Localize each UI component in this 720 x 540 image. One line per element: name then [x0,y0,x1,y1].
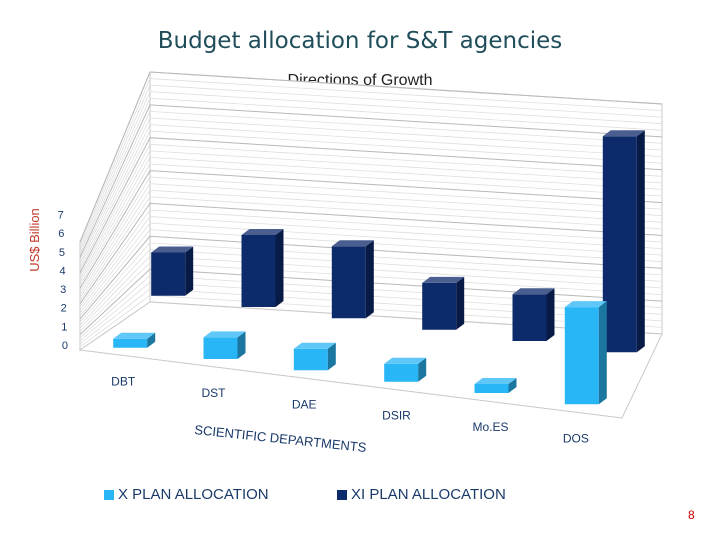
x-tick-label: DAE [292,397,317,411]
gridline-minor [79,209,663,308]
gridline-minor [79,189,663,298]
bar-xi-plan-dbt-top [151,246,194,253]
gridline-minor [79,124,663,267]
y-axis-label: US$ Billion [27,208,42,272]
x-tick-label: DSIR [382,409,411,423]
bar-xi-plan-dsir-side [456,276,465,330]
bar-xi-plan-dst-front [241,235,276,307]
gridline-major [79,268,663,335]
x-tick-label: DBT [111,375,136,389]
gridline-minor [79,150,663,280]
bar-x-plan-dst-side [237,331,246,359]
gridline-minor [79,97,663,255]
y-tick-label: 3 [60,284,66,296]
gridline-minor [79,130,663,270]
gridline-minor [79,156,663,283]
bar-x-plan-moes-front [474,384,509,393]
gridline-minor [79,78,663,246]
legend-swatch-xi-plan [337,489,347,500]
bar-x-plan-dae-front [293,348,328,371]
legend-label-x-plan: X PLAN ALLOCATION [118,486,269,503]
bar-x-plan-dbt-side [147,332,156,348]
bar-xi-plan-dbt-front [151,252,186,296]
bar-x-plan-dos-top [564,301,607,308]
bar-x-plan-dbt-top [113,332,156,339]
gridline-minor [79,117,663,264]
gridline-major [79,170,663,289]
y-tick-label: 6 [58,228,64,240]
gridline-minor [79,229,663,317]
gridline-minor [79,196,663,301]
legend-item-x-plan: X PLAN ALLOCATION [104,486,269,503]
bar-xi-plan-moes-front [512,294,547,341]
bar-xi-plan-moes-top [512,288,555,295]
bar-xi-plan-dae-front [331,246,366,319]
bar-xi-plan-dos-top [602,130,645,137]
bar-x-plan-dos-side [598,301,607,405]
bar-xi-plan-dae-side [365,240,374,319]
gridline-minor [79,288,663,345]
y-tick-label: 5 [59,247,65,259]
bar-xi-plan-dst-side [275,229,284,307]
page-number: 8 [688,508,695,522]
y-tick-label: 0 [62,340,68,352]
gridline-minor [79,176,663,292]
bar-xi-plan-dsir-front [422,282,457,330]
bar-xi-plan-dae-top [331,240,374,247]
gridline-minor [79,248,663,326]
x-tick-label: Mo.ES [473,420,509,434]
legend-swatch-x-plan [104,489,114,500]
bar-x-plan-moes-top [474,378,517,384]
back-wall [149,71,663,335]
left-wall [79,71,151,351]
bar-x-plan-dst-front [203,337,238,359]
bar-x-plan-dsir-top [384,357,427,364]
y-tick-label: 1 [61,321,67,333]
gridline-minor [79,110,663,261]
gridline-major [79,202,663,304]
gridline-minor [79,143,663,277]
bar-xi-plan-dsir-top [422,276,465,283]
bar-xi-plan-dos-side [636,130,645,353]
bar-x-plan-dbt-front [113,338,148,348]
gridline-minor [79,222,663,314]
y-tick-label: 4 [59,265,65,277]
gridline-minor [79,216,663,311]
x-tick-label: DST [202,386,227,400]
bar-x-plan-dsir-front [384,363,419,382]
gridline-minor [79,294,663,348]
bar-xi-plan-dos-front [602,136,637,353]
gridline-minor [79,242,663,323]
x-tick-label: DOS [563,431,589,445]
gridline-minor [79,91,663,252]
gridline-minor [79,262,663,332]
bar-x-plan-dos-front [564,307,599,405]
gridline-major [79,235,663,320]
bar-x-plan-moes-side [508,378,517,393]
gridline-minor [79,84,663,249]
legend-label-xi-plan: XI PLAN ALLOCATION [351,486,506,503]
bar-xi-plan-dst-top [241,229,284,235]
bar-xi-plan-moes-side [546,288,555,341]
gridline-minor [79,275,663,338]
legend-item-xi-plan: XI PLAN ALLOCATION [337,486,506,503]
bar-x-plan-dst-top [203,331,246,338]
y-tick-label: 7 [58,210,64,222]
bar-x-plan-dae-top [293,342,336,349]
x-axis-label: SCIENTIFIC DEPARTMENTS [194,422,368,455]
bar-x-plan-dsir-side [418,357,427,382]
bar-x-plan-dae-side [327,342,336,371]
gridline-major [79,104,663,258]
y-tick-label: 2 [61,303,67,315]
gridline-major [79,137,663,274]
gridline-minor [79,183,663,295]
gridline-minor [79,255,663,329]
bar-xi-plan-dbt-side [185,246,194,296]
slide-title: Budget allocation for S&T agencies [157,28,563,54]
gridline-minor [79,163,663,286]
gridline-major [79,71,663,243]
gridline-minor [79,281,663,342]
